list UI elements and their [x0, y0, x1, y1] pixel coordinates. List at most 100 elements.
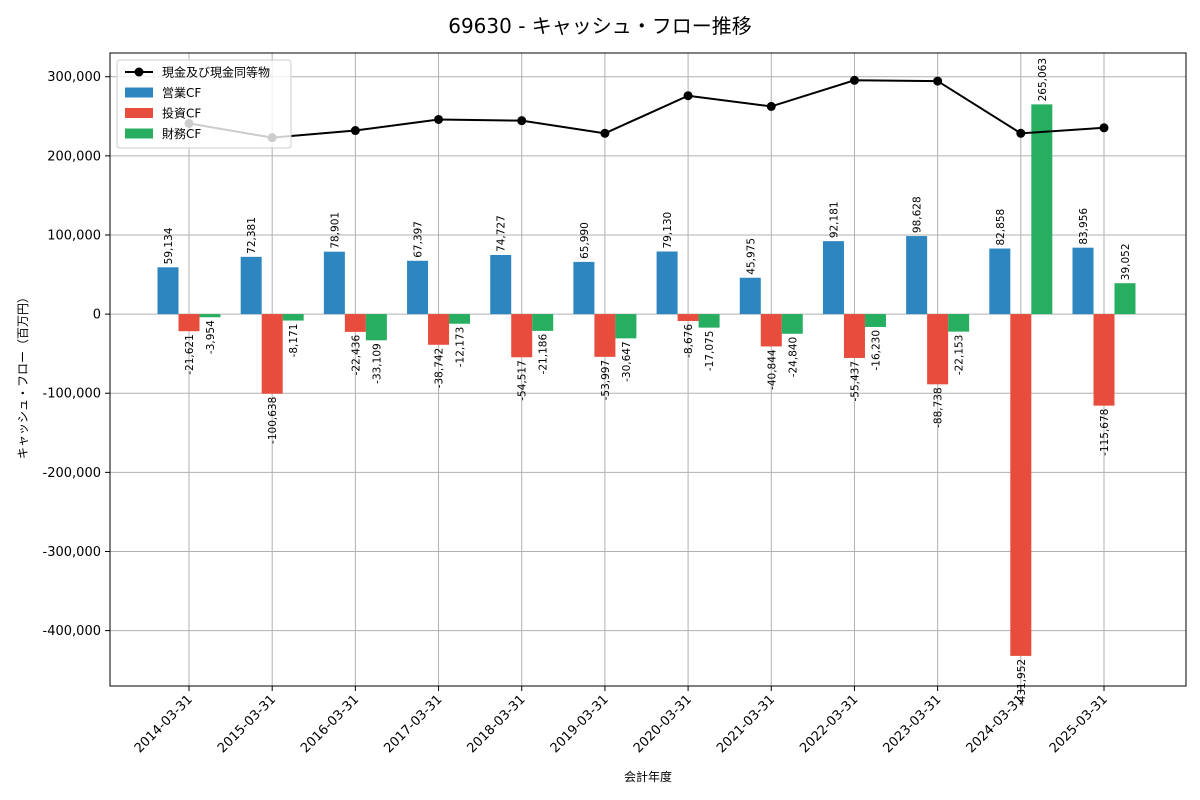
- bar-財務CF: [449, 314, 471, 324]
- y-tick-label: -400,000: [43, 624, 101, 639]
- y-tick-label: 300,000: [47, 70, 101, 85]
- x-tick-label: 2022-03-31: [797, 692, 861, 756]
- bar-営業CF: [1072, 247, 1094, 315]
- cash-line-point: [849, 75, 859, 85]
- data-label: 83,956: [1078, 208, 1090, 245]
- bar-投資CF: [1010, 314, 1032, 656]
- x-tick-label: 2015-03-31: [215, 692, 279, 756]
- legend-marker: [134, 67, 144, 77]
- x-tick-label: 2024-03-31: [964, 692, 1028, 756]
- data-label: 67,397: [413, 221, 425, 258]
- x-tick-label: 2020-03-31: [631, 692, 695, 756]
- data-label: -100,638: [267, 397, 279, 444]
- y-tick-label: -100,000: [43, 387, 101, 402]
- cash-line-point: [350, 126, 360, 136]
- bar-投資CF: [344, 314, 366, 332]
- x-tick-label: 2014-03-31: [132, 692, 196, 756]
- bar-営業CF: [157, 267, 179, 315]
- x-tick-label: 2017-03-31: [381, 692, 445, 756]
- bar-投資CF: [261, 314, 283, 394]
- data-label: -431,952: [1016, 659, 1028, 706]
- x-tick-label: 2018-03-31: [465, 692, 529, 756]
- data-label: -38,742: [434, 348, 446, 389]
- legend-swatch: [125, 128, 153, 139]
- y-tick-label: 200,000: [47, 149, 101, 164]
- bar-営業CF: [240, 256, 262, 315]
- bar-財務CF: [948, 314, 970, 332]
- y-tick-label: 0: [93, 308, 101, 323]
- y-tick-label: -300,000: [43, 545, 101, 560]
- x-axis-title: 会計年度: [624, 769, 672, 784]
- data-label: 98,628: [912, 196, 924, 233]
- bars: [157, 104, 1136, 656]
- data-labels: 59,134 72,381 78,901 67,397 74,727 65,990 79,1…: [163, 58, 1132, 706]
- cash-line-point: [600, 128, 610, 138]
- bar-投資CF: [843, 314, 865, 358]
- bar-投資CF: [677, 314, 699, 321]
- cash-line: [184, 75, 1109, 143]
- cash-line-point: [766, 101, 776, 111]
- bar-営業CF: [822, 241, 844, 315]
- bar-投資CF: [178, 314, 200, 332]
- cash-line-point: [434, 114, 444, 124]
- cash-line-point: [1099, 123, 1109, 133]
- data-label: -8,171: [288, 324, 300, 358]
- chart-title: 69630 - キャッシュ・フロー推移: [448, 14, 752, 38]
- plot-frame: [109, 52, 1187, 687]
- x-tick-label: 2019-03-31: [548, 692, 612, 756]
- x-tick-label: 2023-03-31: [880, 692, 944, 756]
- legend-label: 現金及び現金同等物: [162, 65, 270, 80]
- bar-財務CF: [532, 314, 554, 331]
- bar-営業CF: [989, 248, 1011, 315]
- bar-投資CF: [511, 314, 533, 358]
- data-label: -16,230: [870, 330, 882, 371]
- bar-投資CF: [927, 314, 949, 385]
- bar-投資CF: [1093, 314, 1115, 406]
- data-label: 82,858: [995, 209, 1007, 246]
- bar-財務CF: [282, 314, 304, 321]
- cash-line-point: [517, 116, 527, 126]
- bar-営業CF: [906, 236, 928, 315]
- bar-営業CF: [739, 277, 761, 315]
- data-label: -88,738: [933, 387, 945, 428]
- bar-営業CF: [573, 261, 595, 315]
- data-label: -55,437: [849, 361, 861, 402]
- data-label: -21,621: [184, 334, 196, 375]
- data-label: 92,181: [828, 201, 840, 238]
- y-tick-label: -200,000: [43, 466, 101, 481]
- bar-投資CF: [760, 314, 782, 347]
- data-label: -22,436: [350, 335, 362, 376]
- cash-line-point: [933, 76, 943, 86]
- bar-投資CF: [594, 314, 616, 357]
- legend-label: 財務CF: [162, 126, 201, 141]
- bar-営業CF: [490, 254, 512, 315]
- bar-営業CF: [407, 260, 429, 315]
- data-label: -3,954: [205, 320, 217, 354]
- x-axis: 2014-03-31 2015-03-31 2016-03-31 2017-03-31…: [132, 686, 1111, 756]
- data-label: 72,381: [246, 217, 258, 254]
- data-label: -22,153: [954, 335, 966, 376]
- y-tick-label: 100,000: [47, 228, 101, 243]
- data-label: -8,676: [683, 324, 695, 358]
- bar-投資CF: [428, 314, 450, 345]
- data-label: -115,678: [1099, 409, 1111, 456]
- data-label: -12,173: [455, 327, 467, 368]
- bar-財務CF: [864, 314, 886, 327]
- data-label: -53,997: [600, 360, 612, 401]
- data-label: 74,727: [496, 215, 508, 252]
- bar-財務CF: [1031, 104, 1053, 315]
- bar-財務CF: [199, 314, 221, 318]
- legend-box: [116, 59, 292, 149]
- bar-財務CF: [781, 314, 803, 334]
- data-label: -33,109: [371, 343, 383, 384]
- y-axis-title: キャッシュ・フロー（百万円）: [16, 291, 30, 459]
- legend-swatch: [125, 108, 153, 118]
- bar-営業CF: [323, 251, 345, 315]
- data-label: 45,975: [745, 238, 757, 275]
- data-label: 65,990: [579, 222, 591, 259]
- data-label: 265,063: [1037, 58, 1049, 101]
- data-label: 79,130: [662, 212, 674, 249]
- data-label: -40,844: [766, 349, 778, 390]
